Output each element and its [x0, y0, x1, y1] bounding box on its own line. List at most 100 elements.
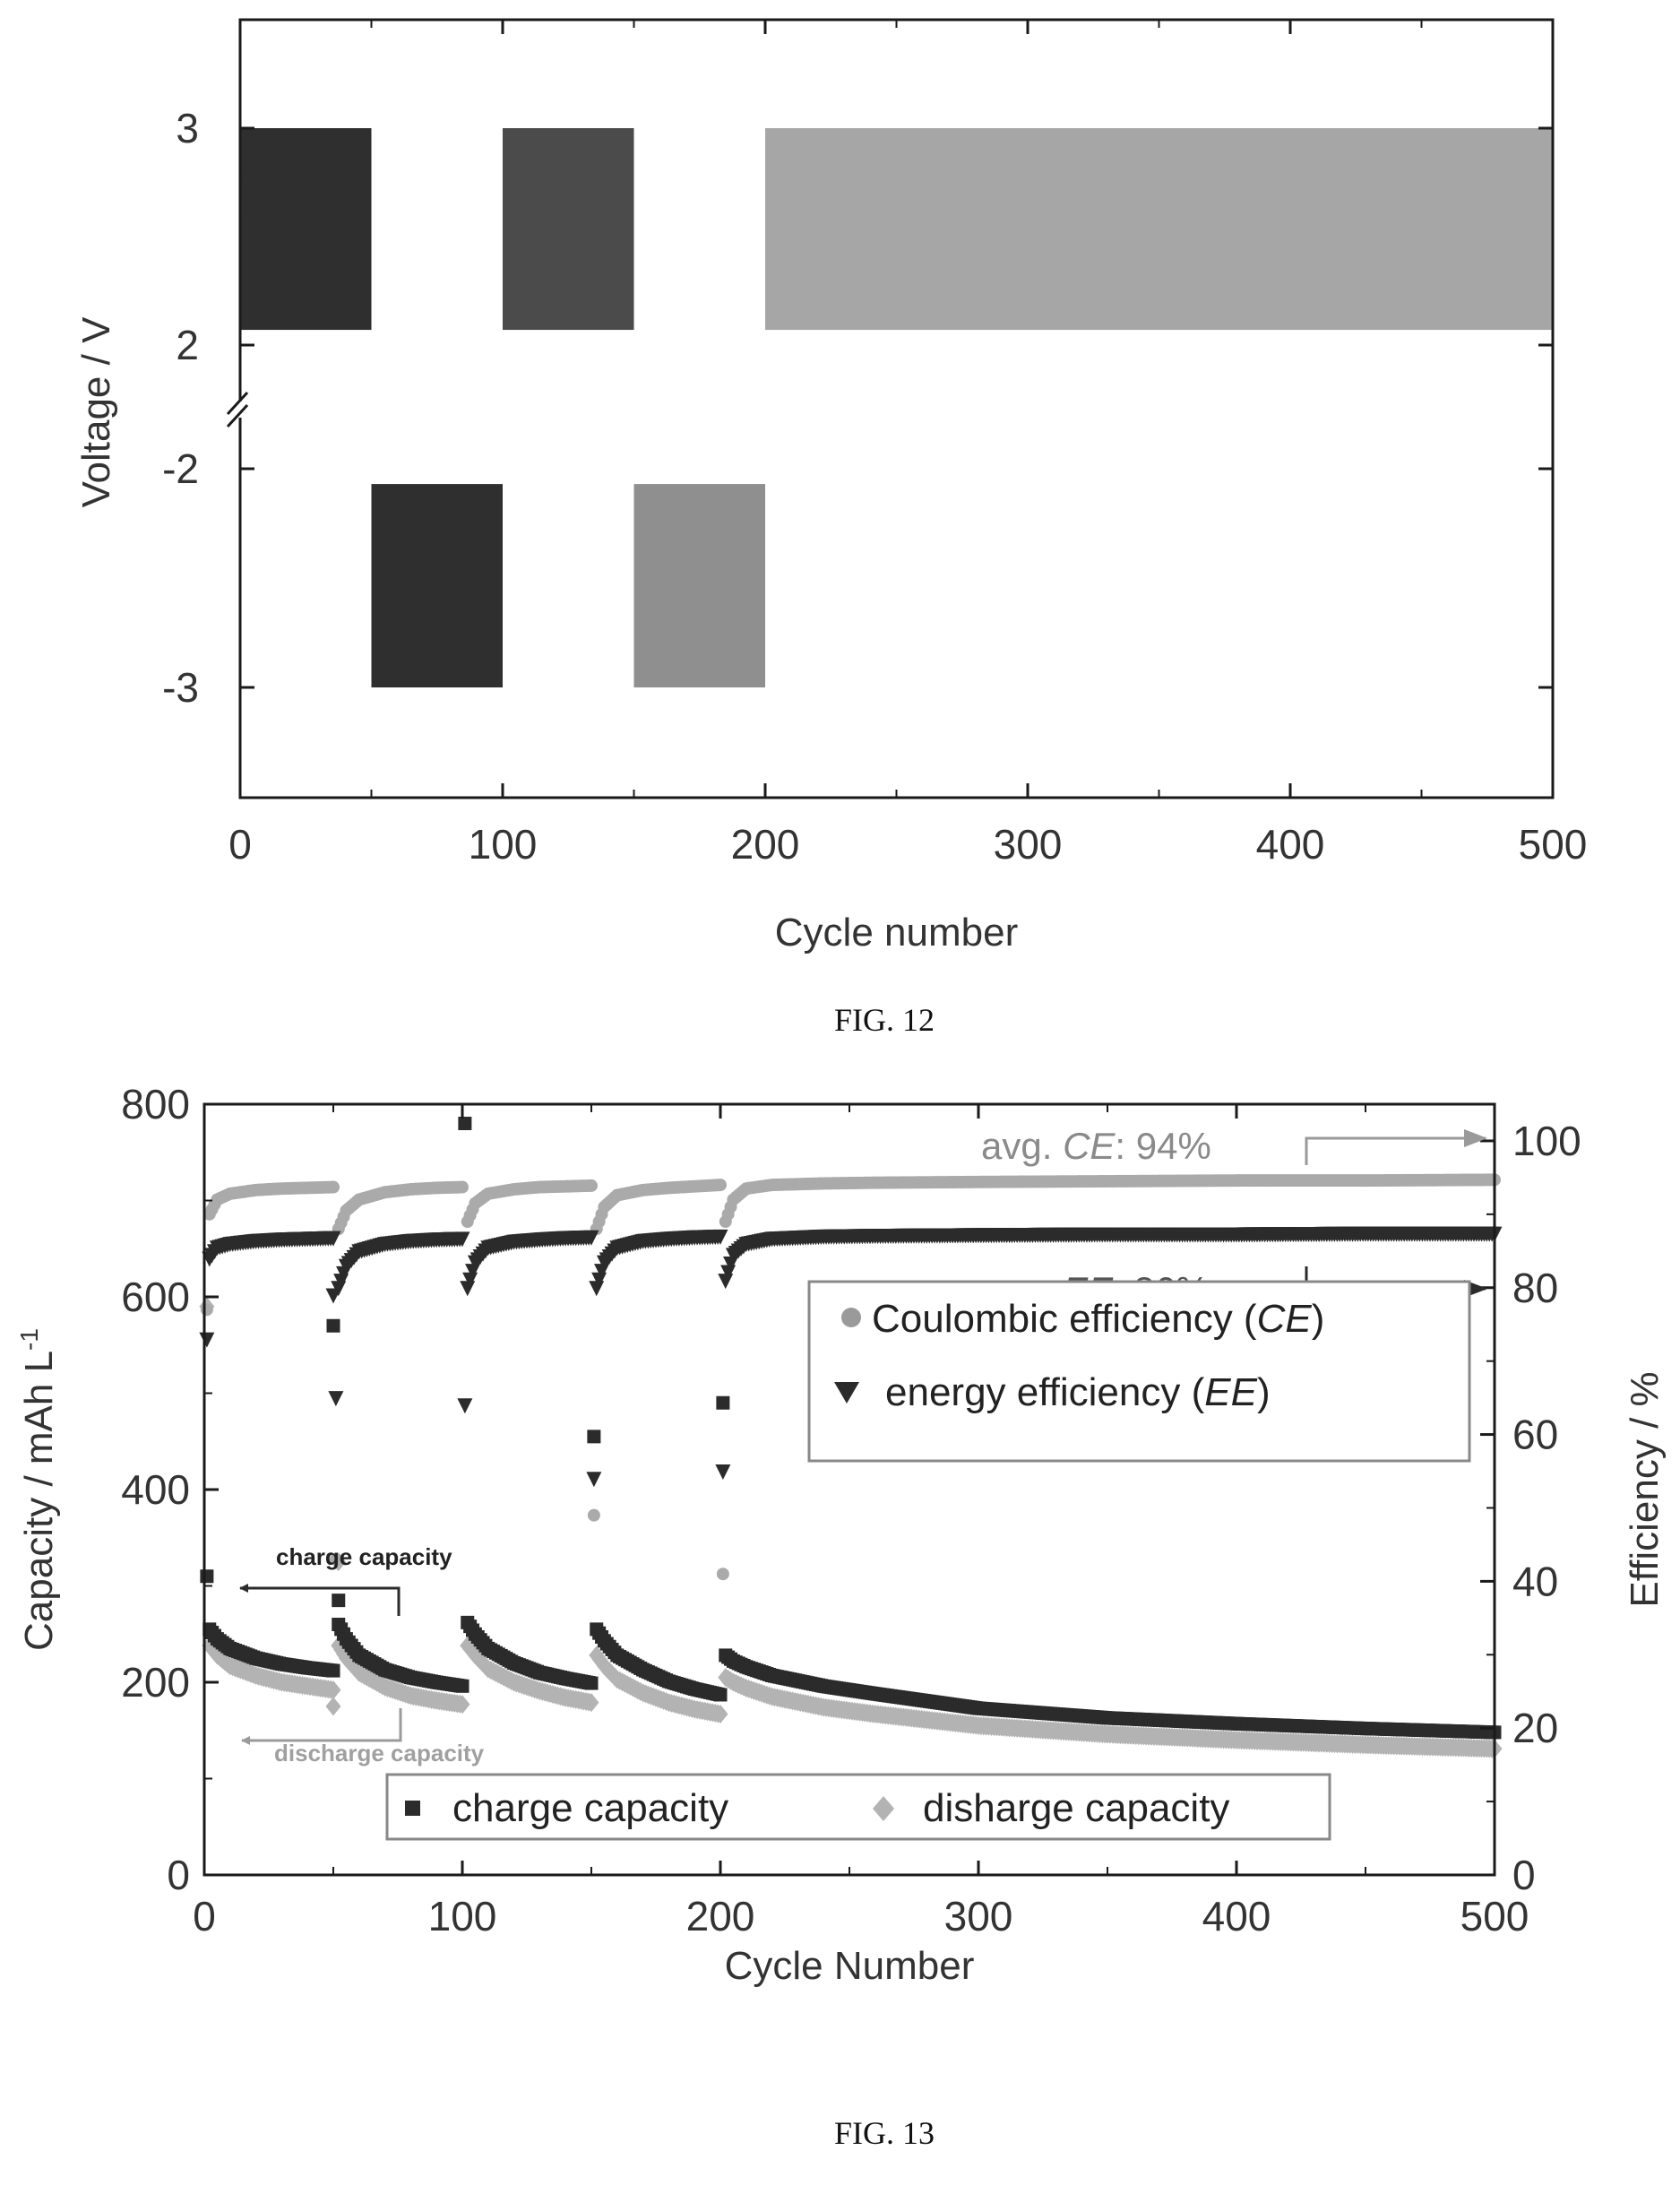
energy-efficiency-ee-point — [712, 1229, 728, 1245]
capacity-x-tick-label: 0 — [193, 1893, 216, 1939]
capacity-y-tick-label: 200 — [121, 1659, 190, 1706]
energy-efficiency-ee-outlier-point — [457, 1398, 473, 1414]
legend-discharge-marker — [873, 1796, 894, 1821]
capacity-left-y-ticks: 0 200 400 600 800 — [121, 1081, 219, 1898]
capacity-x-tick-label: 400 — [1202, 1893, 1271, 1939]
charge-capacity-outlier-point — [200, 1569, 214, 1584]
legend-ee-marker — [834, 1382, 859, 1404]
voltage-band-1 — [240, 128, 372, 331]
charge-capacity-outlier-point — [332, 1594, 346, 1608]
voltage-y-tick-label: -2 — [162, 445, 199, 492]
charge-capacity-point — [713, 1688, 728, 1702]
fig12-caption: FIG. 12 — [834, 1002, 935, 1038]
legend-ee-symbol: EE — [1204, 1370, 1257, 1414]
efficiency-legend: Coulombic efficiency (CE) energy efficie… — [807, 1280, 1471, 1463]
axis-break-marks — [226, 391, 249, 428]
charge-capacity-outlier-point — [326, 1318, 340, 1333]
capacity-x-tick-label: 200 — [686, 1893, 755, 1939]
legend-ce-marker — [841, 1308, 861, 1327]
charge-capacity-point — [455, 1679, 470, 1693]
disharge-capacity-point — [583, 1693, 599, 1713]
coulombic-efficiency-ce-point — [585, 1179, 598, 1192]
disharge-capacity-point — [712, 1704, 728, 1723]
avg-ce-symbol: CE — [1063, 1125, 1116, 1167]
energy-efficiency-ee-point — [589, 1281, 605, 1297]
energy-efficiency-ee-point — [460, 1281, 476, 1297]
capacity-y-tick-label: 400 — [121, 1466, 190, 1513]
capacity-y-axis-label: Capacity / mAh L-1 — [15, 1328, 61, 1651]
voltage-band-4 — [633, 484, 765, 687]
voltage-initial-edge — [240, 127, 249, 215]
voltage-x-axis-label: Cycle number — [775, 911, 1018, 954]
legend-ee-text: energy efficiency ( — [885, 1370, 1205, 1414]
legend-ce-symbol: CE — [1257, 1297, 1313, 1341]
energy-efficiency-ee-outlier-point — [325, 1288, 341, 1304]
disharge-capacity-point — [325, 1680, 341, 1700]
energy-efficiency-ee-outlier-point — [328, 1391, 344, 1407]
capacity-y-tick-label: 0 — [167, 1852, 190, 1898]
voltage-chart: 0 100 200 300 400 500 3 2 -2 -3 Cycle number Vol… — [74, 18, 1587, 1038]
capacity-legend: charge capacity disharge capacity — [385, 1773, 1331, 1841]
avg-ce-arrow — [1305, 1129, 1487, 1165]
legend-ee-close: ) — [1257, 1370, 1271, 1414]
avg-ce-annotation: avg. CE: 94% — [981, 1125, 1211, 1167]
coulombic-efficiency-ce-outlier-point — [587, 1508, 600, 1522]
capacity-y-axis-label-sup: -1 — [15, 1328, 43, 1351]
axis-break-gap — [237, 402, 244, 418]
voltage-y-tick-label: 2 — [176, 322, 199, 368]
capacity-x-tick-label: 500 — [1460, 1893, 1529, 1939]
voltage-band-5 — [765, 128, 1553, 331]
capacity-legend-box — [385, 1773, 1331, 1841]
efficiency-y-tick-label: 100 — [1512, 1118, 1581, 1164]
disharge-capacity-outlier-point — [325, 1697, 341, 1716]
energy-efficiency-ee-outlier-point — [715, 1464, 731, 1481]
capacity-y-tick-label: 800 — [121, 1081, 190, 1127]
charge-capacity-point — [326, 1663, 340, 1678]
discharge-capacity-annotation: discharge capacity — [274, 1740, 485, 1766]
legend-charge-marker — [405, 1801, 420, 1816]
voltage-y-tick-label: 3 — [176, 105, 199, 151]
coulombic-efficiency-ce-point — [714, 1179, 727, 1192]
voltage-bands — [240, 127, 1553, 687]
avg-ce-value: : 94% — [1115, 1125, 1210, 1167]
coulombic-efficiency-ce-point — [327, 1180, 340, 1194]
charge-capacity-outlier-point — [587, 1430, 601, 1444]
charge-capacity-annotation: charge capacity — [276, 1543, 452, 1570]
axis-break-slash-lower — [226, 403, 249, 428]
efficiency-y-axis-label: Efficiency / % — [1623, 1371, 1667, 1607]
voltage-y-ticks: 3 2 -2 -3 — [162, 105, 1553, 711]
capacity-y-axis-label-main: Capacity / mAh L — [17, 1351, 61, 1651]
coulombic-efficiency-ce-outlier-point — [200, 1303, 213, 1317]
capacity-x-tick-label: 300 — [944, 1893, 1013, 1939]
legend-ce-close: ) — [1312, 1297, 1325, 1341]
voltage-x-tick-label: 200 — [731, 821, 800, 868]
voltage-x-tick-label: 500 — [1519, 821, 1588, 868]
coulombic-efficiency-ce-outlier-point — [329, 1552, 342, 1566]
efficiency-y-tick-label: 20 — [1512, 1705, 1558, 1751]
capacity-x-tick-label: 100 — [428, 1893, 497, 1939]
axis-break-slash-upper — [226, 391, 249, 416]
voltage-x-tick-label: 0 — [228, 821, 252, 868]
energy-efficiency-ee-point — [454, 1231, 470, 1248]
avg-ce-prefix: avg. — [981, 1125, 1063, 1167]
capacity-x-axis-label: Cycle Number — [725, 1944, 975, 1988]
voltage-y-tick-label: -3 — [162, 664, 199, 711]
voltage-x-ticks: 0 100 200 300 400 500 — [228, 20, 1587, 868]
voltage-y-axis-label: Voltage / V — [74, 316, 118, 507]
discharge-capacity-arrow — [241, 1708, 402, 1745]
legend-ce-label: Coulombic efficiency (CE) — [872, 1297, 1324, 1341]
charge-capacity-outlier-point — [716, 1395, 730, 1410]
energy-efficiency-ee-point — [583, 1230, 599, 1246]
efficiency-y-tick-label: 0 — [1512, 1852, 1536, 1898]
efficiency-y-tick-label: 60 — [1512, 1412, 1558, 1458]
voltage-x-tick-label: 300 — [994, 821, 1063, 868]
charge-capacity-point — [584, 1676, 599, 1690]
legend-ce-text: Coulombic efficiency ( — [872, 1297, 1257, 1341]
voltage-band-2 — [371, 484, 503, 687]
coulombic-efficiency-ce-point — [456, 1180, 469, 1194]
voltage-band-3 — [503, 128, 634, 331]
energy-efficiency-ee-point — [325, 1231, 341, 1247]
capacity-y-tick-label: 600 — [121, 1274, 190, 1320]
efficiency-y-tick-label: 40 — [1512, 1558, 1558, 1604]
